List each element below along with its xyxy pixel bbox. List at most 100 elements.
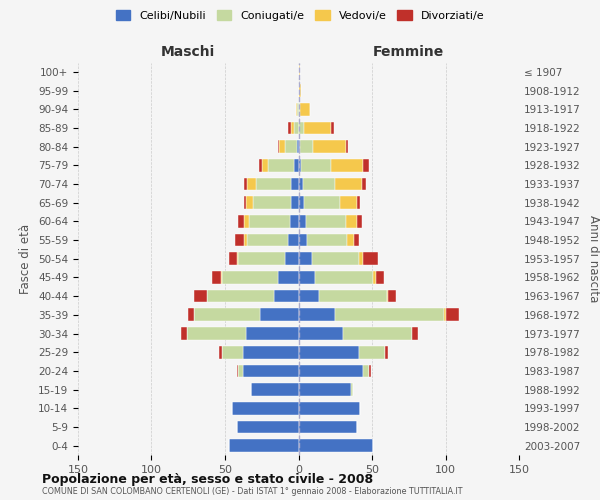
Bar: [376, 271, 384, 284]
Bar: [299, 103, 300, 116]
Bar: [251, 383, 299, 396]
Bar: [278, 140, 280, 153]
Bar: [299, 140, 300, 153]
Bar: [299, 252, 312, 265]
Bar: [306, 215, 346, 228]
Bar: [299, 66, 300, 78]
Bar: [343, 327, 412, 340]
Bar: [299, 178, 303, 190]
Bar: [331, 159, 363, 172]
Bar: [238, 252, 285, 265]
Bar: [187, 327, 245, 340]
Bar: [219, 346, 222, 358]
Bar: [299, 159, 301, 172]
Bar: [313, 140, 346, 153]
Bar: [297, 140, 299, 153]
Bar: [387, 290, 388, 302]
Bar: [299, 290, 319, 302]
Bar: [359, 346, 385, 358]
Bar: [299, 420, 358, 434]
Bar: [288, 234, 299, 246]
Bar: [299, 271, 314, 284]
Bar: [247, 234, 288, 246]
Bar: [290, 215, 299, 228]
Bar: [238, 215, 244, 228]
Bar: [319, 290, 387, 302]
Bar: [237, 364, 238, 377]
Bar: [355, 234, 359, 246]
Bar: [299, 383, 352, 396]
Bar: [373, 271, 376, 284]
Bar: [314, 271, 373, 284]
Bar: [335, 308, 444, 321]
Bar: [237, 420, 299, 434]
Bar: [248, 215, 290, 228]
Bar: [256, 178, 291, 190]
Bar: [259, 159, 262, 172]
Bar: [244, 178, 247, 190]
Bar: [445, 308, 459, 321]
Bar: [331, 122, 334, 134]
Bar: [300, 103, 310, 116]
Bar: [347, 234, 355, 246]
Bar: [285, 140, 297, 153]
Bar: [296, 103, 297, 116]
Bar: [208, 290, 274, 302]
Bar: [278, 271, 299, 284]
Bar: [299, 440, 373, 452]
Bar: [222, 346, 242, 358]
Y-axis label: Fasce di età: Fasce di età: [19, 224, 32, 294]
Bar: [307, 234, 347, 246]
Bar: [238, 364, 242, 377]
Bar: [244, 196, 245, 209]
Bar: [194, 308, 260, 321]
Bar: [244, 215, 248, 228]
Text: Maschi: Maschi: [161, 45, 215, 59]
Bar: [385, 346, 388, 358]
Bar: [188, 308, 194, 321]
Bar: [362, 178, 366, 190]
Text: Femmine: Femmine: [373, 45, 445, 59]
Bar: [299, 364, 363, 377]
Bar: [444, 308, 446, 321]
Bar: [299, 196, 304, 209]
Bar: [247, 178, 256, 190]
Bar: [291, 196, 299, 209]
Bar: [285, 252, 299, 265]
Bar: [358, 215, 362, 228]
Bar: [358, 196, 360, 209]
Bar: [229, 440, 299, 452]
Bar: [363, 364, 369, 377]
Bar: [299, 84, 301, 97]
Bar: [340, 196, 358, 209]
Bar: [181, 327, 187, 340]
Bar: [299, 215, 306, 228]
Bar: [288, 122, 291, 134]
Y-axis label: Anni di nascita: Anni di nascita: [587, 215, 600, 302]
Bar: [352, 383, 353, 396]
Bar: [291, 178, 299, 190]
Bar: [412, 327, 418, 340]
Bar: [244, 234, 247, 246]
Bar: [346, 140, 349, 153]
Bar: [229, 252, 237, 265]
Bar: [301, 159, 331, 172]
Bar: [346, 215, 358, 228]
Bar: [280, 140, 285, 153]
Bar: [221, 271, 222, 284]
Bar: [299, 346, 359, 358]
Bar: [299, 122, 304, 134]
Bar: [300, 140, 313, 153]
Bar: [369, 364, 371, 377]
Bar: [297, 103, 299, 116]
Bar: [303, 178, 335, 190]
Bar: [299, 308, 335, 321]
Text: Popolazione per età, sesso e stato civile - 2008: Popolazione per età, sesso e stato civil…: [42, 472, 373, 486]
Bar: [294, 122, 299, 134]
Legend: Celibi/Nubili, Coniugati/e, Vedovi/e, Divorziati/e: Celibi/Nubili, Coniugati/e, Vedovi/e, Di…: [113, 8, 487, 24]
Bar: [253, 196, 291, 209]
Bar: [335, 178, 362, 190]
Bar: [291, 122, 294, 134]
Bar: [363, 252, 378, 265]
Bar: [299, 402, 360, 414]
